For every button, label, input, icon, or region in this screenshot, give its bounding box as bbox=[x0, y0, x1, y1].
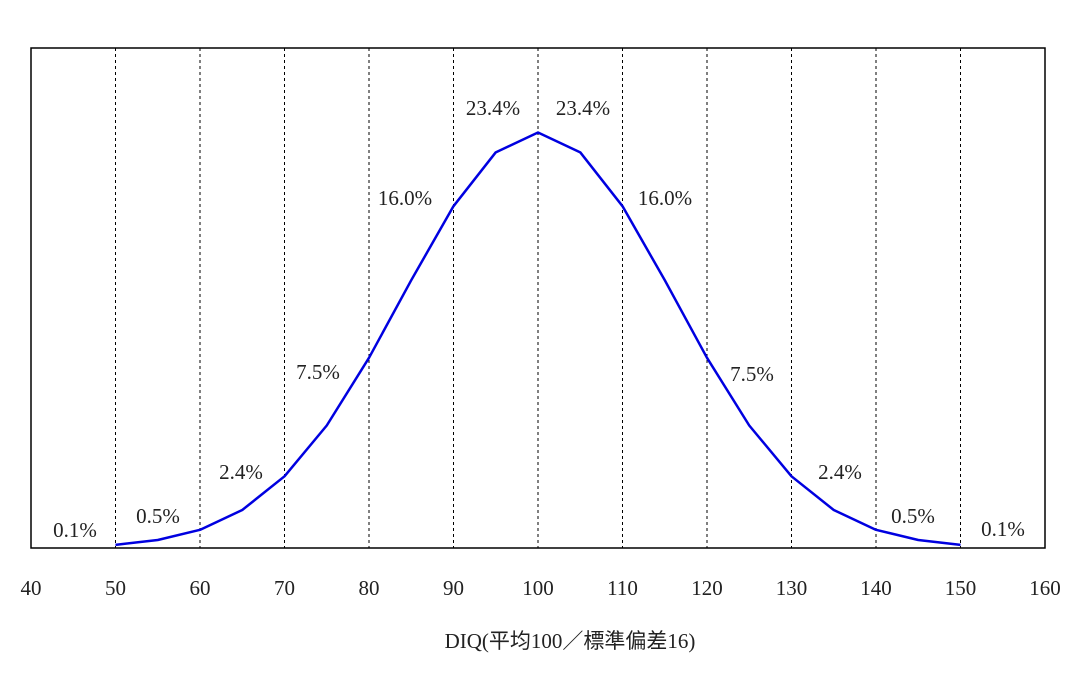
data-label: 23.4% bbox=[466, 96, 520, 120]
x-tick-label: 80 bbox=[359, 576, 380, 600]
data-label: 0.1% bbox=[981, 517, 1025, 541]
x-tick-label: 120 bbox=[691, 576, 723, 600]
x-axis-label: DIQ(平均100／標準偏差16) bbox=[445, 629, 696, 653]
x-tick-label: 160 bbox=[1029, 576, 1061, 600]
data-label: 0.5% bbox=[891, 504, 935, 528]
x-tick-label: 50 bbox=[105, 576, 126, 600]
data-label: 23.4% bbox=[556, 96, 610, 120]
x-tick-label: 130 bbox=[776, 576, 808, 600]
data-label: 0.1% bbox=[53, 518, 97, 542]
plot-frame bbox=[30, 47, 1046, 549]
x-tick-label: 60 bbox=[190, 576, 211, 600]
data-label: 16.0% bbox=[378, 186, 432, 210]
data-label: 16.0% bbox=[638, 186, 692, 210]
data-label: 2.4% bbox=[818, 460, 862, 484]
x-tick-label: 110 bbox=[607, 576, 638, 600]
x-tick-label: 40 bbox=[21, 576, 42, 600]
x-tick-label: 90 bbox=[443, 576, 464, 600]
x-tick-label: 140 bbox=[860, 576, 892, 600]
data-label: 7.5% bbox=[296, 360, 340, 384]
x-tick-label: 100 bbox=[522, 576, 554, 600]
x-tick-label: 150 bbox=[945, 576, 977, 600]
curve bbox=[115, 131, 961, 547]
x-tick-label: 70 bbox=[274, 576, 295, 600]
data-label: 2.4% bbox=[219, 460, 263, 484]
data-label: 7.5% bbox=[730, 362, 774, 386]
data-label: 0.5% bbox=[136, 504, 180, 528]
